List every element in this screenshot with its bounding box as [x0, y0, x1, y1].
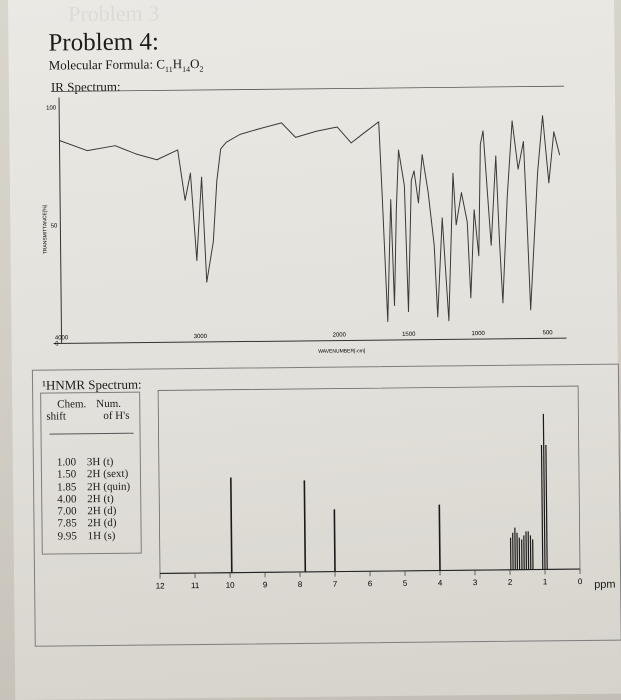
row-shift: 1.00: [56, 456, 77, 469]
hnmr-x-tick-label: 8: [298, 580, 303, 589]
hnmr-peak-table: Chem. shift Num. of H's 1.00 3H (t) 1.50 2…: [40, 391, 142, 555]
row-hs: 1H (s): [87, 529, 116, 542]
ir-y-axis: [58, 97, 63, 344]
hnmr-x-tick-label: 3: [473, 578, 478, 587]
hnmr-x-tick-label: 2: [508, 578, 513, 587]
ir-x-axis-label: WAVENUMBER[-cm]: [318, 348, 366, 354]
hnmr-peaks: [230, 413, 548, 573]
formula-oxygen: O: [189, 55, 200, 72]
row-shift: 7.00: [57, 505, 77, 518]
formula-oxygen-count: 2: [199, 64, 204, 74]
table-row: 7.85 2H (d): [57, 517, 130, 530]
ir-top-rule: [50, 85, 564, 92]
ir-x-tick-label: 2000: [333, 332, 347, 338]
row-shift: 4.00: [57, 493, 77, 506]
hnmr-x-ticks: 12 11 10 9 8 7 6 5 4 3 2 1 0: [156, 569, 583, 590]
col-head-hs: of H's: [103, 409, 130, 423]
formula-hydrogen: H: [172, 56, 183, 72]
formula-carbon-count: 11: [164, 64, 173, 74]
ir-x-tick-label: 3000: [194, 334, 208, 340]
hnmr-peak: [545, 444, 548, 570]
row-hs: 2H (d): [87, 505, 117, 518]
hnmr-x-tick-label: 12: [156, 581, 166, 590]
ir-y-ticks: 100 50 0: [46, 105, 59, 347]
row-shift: 9.95: [57, 530, 77, 543]
problem-title: Problem 4:: [48, 28, 160, 57]
row-shift: 1.85: [57, 480, 77, 494]
table-row: 7.00 2H (d): [57, 505, 130, 518]
formula-label: Molecular Formula:: [48, 56, 157, 73]
table-row: 1.00 3H (t): [57, 456, 130, 469]
hnmr-x-tick-label: 4: [438, 578, 443, 587]
col-head-shift: shift: [46, 410, 66, 423]
ir-x-tick-label: 1000: [471, 331, 485, 337]
hnmr-x-tick-label: 1: [543, 577, 548, 586]
row-hs: 3H (t): [86, 455, 114, 469]
row-hs: 2H (d): [87, 517, 117, 530]
table-row: 4.00 2H (t): [57, 493, 130, 506]
table-rows: 1.00 3H (t) 1.50 2H (sext) 1.85 2H (quin) 4…: [57, 456, 131, 543]
hnmr-spectrum-chart: 12 11 10 9 8 7 6 5 4 3 2 1 0: [156, 385, 583, 590]
ir-y-axis-label: TRANSMITTANCE[%]: [42, 204, 49, 254]
table-row: 1.50 2H (sext): [57, 468, 130, 481]
ir-y-tick-label: 100: [46, 105, 57, 111]
col-head-num: Num.: [96, 397, 122, 411]
hnmr-peak: [333, 509, 336, 572]
formula-carbon: C: [156, 56, 166, 72]
worksheet-page: Problem 3 Problem 4: Molecular Formula: …: [8, 0, 621, 700]
molecular-formula: Molecular Formula: C11H14O2: [49, 56, 204, 75]
ir-x-tick-label: 500: [543, 330, 554, 336]
bleed-through-heading: Problem 3: [68, 0, 160, 27]
table-row: 9.95 1H (s): [58, 530, 131, 543]
ir-y-tick-label: 50: [51, 223, 58, 229]
hnmr-x-tick-label: 6: [368, 579, 373, 588]
row-hs: 2H (quin): [87, 480, 131, 493]
row-hs: 2H (sext): [86, 468, 129, 481]
ir-spectrum-trace: [59, 115, 561, 323]
col-head-chem: Chem.: [57, 398, 87, 411]
hnmr-x-tick-label: 5: [403, 579, 408, 588]
row-hs: 2H (t): [87, 492, 114, 506]
row-shift: 7.85: [57, 517, 77, 530]
hnmr-x-tick-label: 11: [191, 581, 200, 590]
hnmr-x-tick-label: 10: [226, 581, 236, 590]
ir-spectrum-chart: TRANSMITTANCE[%] WAVENUMBER[-cm] 100 50 …: [42, 85, 567, 355]
hnmr-peak: [303, 480, 307, 572]
hnmr-peak: [542, 413, 546, 570]
ir-y-tick-label: 0: [55, 341, 59, 347]
hnmr-x-tick-label: 9: [263, 580, 268, 589]
ir-x-tick-label: 4000: [55, 335, 69, 341]
ppm-unit-label: ppm: [594, 578, 616, 591]
ir-x-ticks: 4000 3000 2000 1500 1000 500: [55, 330, 553, 341]
hnmr-peak: [230, 477, 233, 573]
table-divider: [49, 432, 134, 435]
table-row: 1.85 2H (quin): [57, 480, 130, 493]
hnmr-x-tick-label: 7: [333, 580, 338, 589]
hnmr-peak: [438, 504, 441, 571]
ir-x-tick-label: 1500: [402, 332, 416, 338]
row-shift: 1.50: [56, 468, 77, 481]
hnmr-x-tick-label: 0: [578, 577, 583, 586]
ir-x-axis: [53, 337, 567, 345]
hnmr-peak: [540, 445, 544, 570]
